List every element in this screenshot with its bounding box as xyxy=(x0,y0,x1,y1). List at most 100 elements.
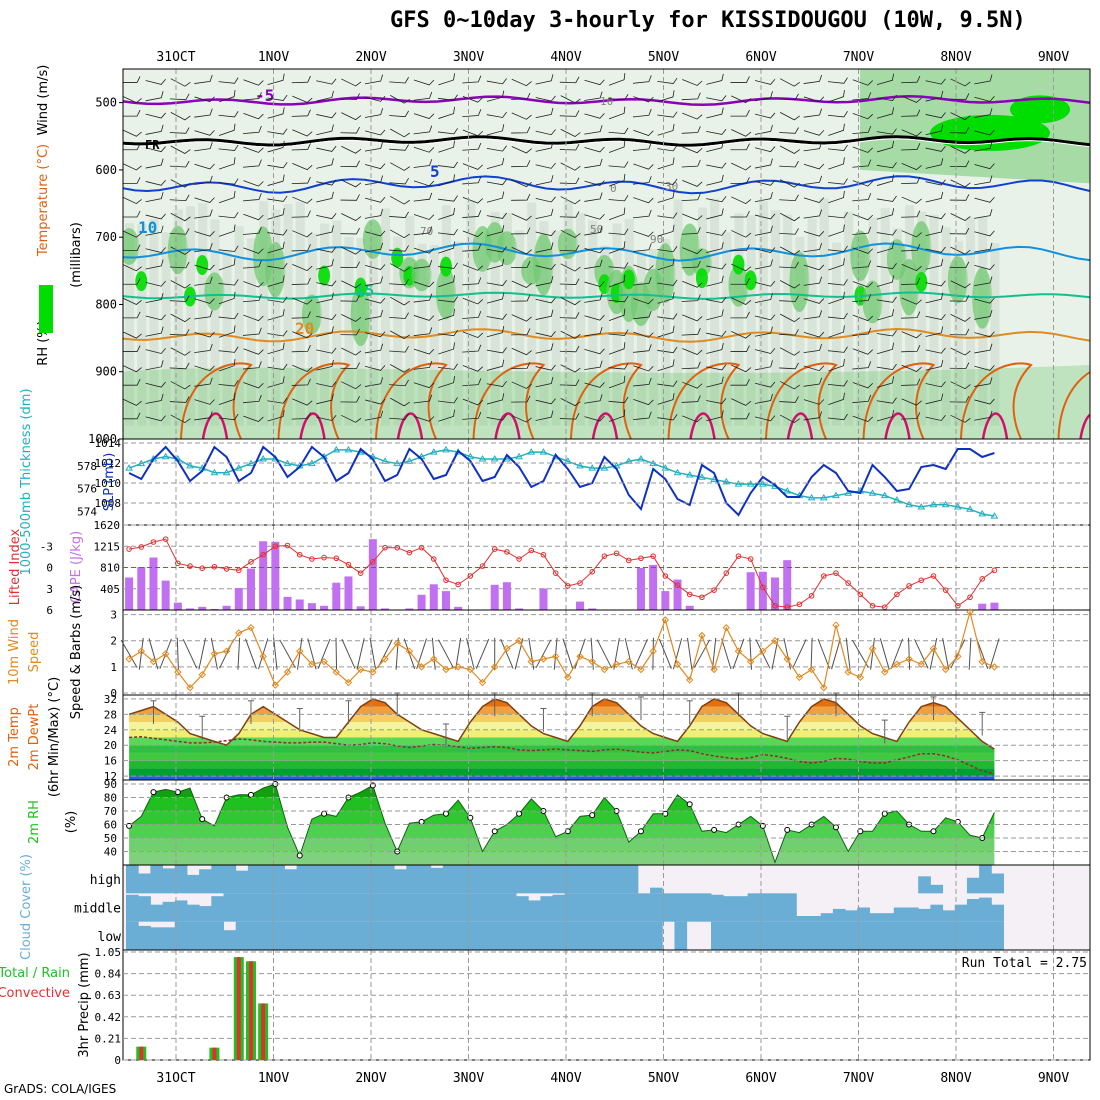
wind-barb xyxy=(389,110,409,118)
rh-column xyxy=(149,218,159,426)
wind-barb xyxy=(218,123,236,136)
cloud-bar-low xyxy=(138,925,151,950)
date-label-top: 8NOV xyxy=(940,50,971,65)
cloud-bar-low xyxy=(625,921,639,950)
wind-barb xyxy=(682,348,703,356)
wind-barb xyxy=(123,330,142,339)
wind-barb xyxy=(706,229,727,236)
wind-barb xyxy=(828,123,845,136)
cloud-bar-high xyxy=(930,884,944,894)
rh-column xyxy=(880,208,890,426)
cloud-bar-middle xyxy=(369,893,383,922)
cloud-axis-label: Cloud Cover (%) xyxy=(19,854,34,960)
wind-barb xyxy=(803,310,823,320)
isotherm-30 xyxy=(494,412,521,439)
wind-barb xyxy=(779,179,800,188)
isotherm-25 xyxy=(667,362,741,439)
rh-blob-high xyxy=(622,269,635,290)
cloud-bar-low xyxy=(918,921,931,950)
wind-barb xyxy=(706,73,724,85)
wind-barb xyxy=(584,281,605,287)
cloud-bar-middle xyxy=(576,893,590,922)
rh-column xyxy=(819,198,829,426)
wind-barb xyxy=(535,343,554,354)
wind-barb xyxy=(486,313,507,320)
wind-barb xyxy=(584,113,605,119)
rh-column xyxy=(941,227,951,426)
wind-barb xyxy=(925,347,946,354)
rh-column xyxy=(892,228,902,426)
rh-column xyxy=(734,213,744,426)
cape-bar xyxy=(344,576,353,610)
rh-band xyxy=(129,811,995,825)
wind-barb xyxy=(462,129,484,137)
wind-barb-10m xyxy=(176,637,179,670)
wind-barb xyxy=(437,296,458,303)
thickness-point xyxy=(978,509,987,517)
wind-barb xyxy=(267,275,285,287)
thickness-point xyxy=(917,503,926,510)
wind-barb xyxy=(340,93,360,100)
rh-column xyxy=(551,231,561,426)
lifted-index-point xyxy=(955,602,961,609)
rh2m-axis-label: 2m RH xyxy=(27,800,42,844)
cloud-bar-low xyxy=(796,921,809,950)
wind-barb xyxy=(170,347,191,356)
wind-barb xyxy=(608,127,629,135)
wind-barb xyxy=(242,361,262,370)
cloud-bar-high xyxy=(138,873,151,894)
temp-tick-label: 20 xyxy=(104,739,117,752)
cloud-bar-low xyxy=(747,921,761,950)
lifted-index-point xyxy=(918,577,925,584)
lifted-index-point xyxy=(296,551,303,558)
wind-barb xyxy=(657,157,675,170)
rh-column xyxy=(198,203,208,426)
lifted-index-point xyxy=(223,566,230,572)
wind-barb xyxy=(925,112,946,119)
precip-tick-label: 0.63 xyxy=(95,989,122,1002)
wind-barb xyxy=(608,161,629,168)
wind-barb xyxy=(194,96,215,103)
wind-barb xyxy=(145,192,164,203)
rh-contour-label: 10 xyxy=(600,95,613,108)
cloud-bar-middle xyxy=(698,893,712,922)
wind-barb xyxy=(218,392,236,405)
wind-barb xyxy=(584,314,605,321)
wind-barb xyxy=(827,77,848,84)
lifted-index-point xyxy=(760,584,766,591)
wind-speed-point xyxy=(588,657,596,666)
cloud-bar-high xyxy=(455,865,468,894)
wind-barb xyxy=(242,125,262,135)
wind-barb xyxy=(437,228,458,236)
precip-tick-label: 0.21 xyxy=(95,1032,122,1045)
cloud-bar-low xyxy=(186,921,200,950)
wind-barb xyxy=(754,381,776,388)
wind-barb xyxy=(779,145,800,154)
wind-barb xyxy=(242,159,262,168)
wind-barb xyxy=(682,79,703,86)
wind-barb xyxy=(754,225,773,236)
thickness-point xyxy=(819,493,828,501)
precip-convective-bar xyxy=(261,1003,266,1060)
wind-barb xyxy=(559,345,580,353)
rh-column xyxy=(771,210,781,426)
wind-barb xyxy=(340,261,360,268)
isotherm-25 xyxy=(960,362,1033,439)
wind-barb xyxy=(123,143,141,151)
cloud-bar-high xyxy=(321,865,334,894)
precip-tick-label: 0.84 xyxy=(95,968,122,981)
wind-barb xyxy=(657,224,675,237)
wind-barb xyxy=(754,213,776,220)
wind-barb xyxy=(413,382,435,389)
wind-barb xyxy=(170,246,191,255)
wind-barb xyxy=(706,95,727,102)
wind-barb xyxy=(779,362,799,370)
wind-barb xyxy=(123,244,141,252)
cloud-bar-high xyxy=(260,865,273,894)
cloud-bar-middle xyxy=(784,893,797,922)
cloud-bar-low xyxy=(869,921,883,950)
wind-barb xyxy=(145,158,164,169)
lifted-index-point xyxy=(747,556,754,562)
wind-barb xyxy=(949,160,970,168)
wind-barb xyxy=(706,330,727,337)
